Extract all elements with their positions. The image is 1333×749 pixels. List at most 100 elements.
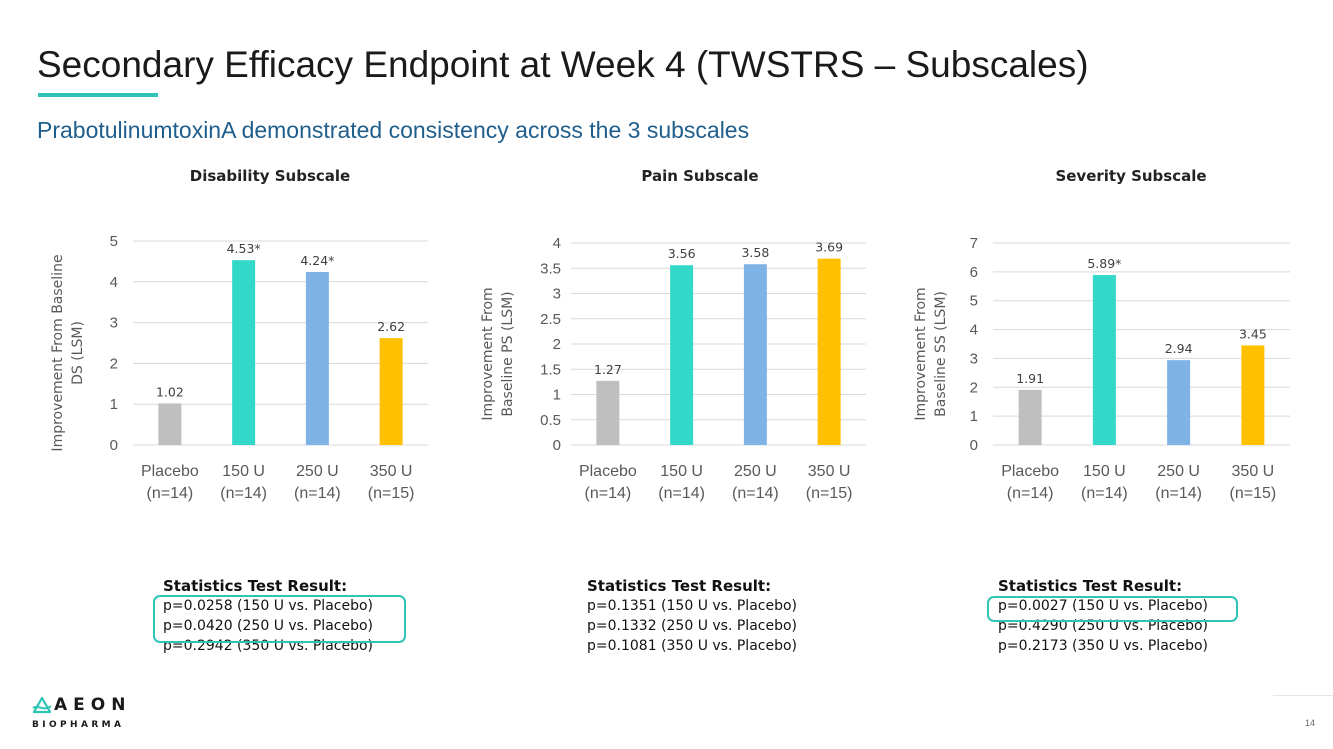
bar bbox=[305, 272, 329, 445]
data-label: 2.62 bbox=[377, 319, 405, 334]
x-tick-label-line: 250 U bbox=[1157, 463, 1200, 480]
x-tick-label-line: (n=15) bbox=[806, 485, 853, 502]
x-tick-label-line: Placebo bbox=[141, 463, 199, 480]
y-tick-label: 2 bbox=[110, 355, 118, 372]
x-tick-label: Placebo (n=14) bbox=[141, 463, 199, 502]
page-title: Secondary Efficacy Endpoint at Week 4 (T… bbox=[37, 44, 1089, 85]
significance-highlight bbox=[987, 596, 1238, 622]
bar bbox=[817, 258, 841, 445]
y-tick-label: 1 bbox=[110, 396, 118, 413]
x-tick-label-line: (n=15) bbox=[1230, 485, 1277, 502]
y-axis-label: Improvement From Baseline SS (LSM) bbox=[913, 287, 949, 420]
stat-line: p=0.0027 (150 U vs. Placebo) bbox=[998, 598, 1208, 614]
x-tick-label-line: 350 U bbox=[370, 463, 413, 480]
x-tick-label-line: (n=14) bbox=[658, 485, 705, 502]
x-tick-label: 250 U (n=14) bbox=[294, 463, 341, 502]
x-tick-label-line: 350 U bbox=[1232, 463, 1275, 480]
x-tick-label-line: (n=14) bbox=[294, 485, 341, 502]
bar bbox=[743, 264, 767, 445]
x-tick-label: 150 U (n=14) bbox=[220, 463, 267, 502]
x-tick-label-line: 150 U bbox=[1083, 463, 1126, 480]
y-axis-label-line: Improvement From bbox=[913, 287, 929, 420]
x-tick-label-line: (n=14) bbox=[585, 485, 632, 502]
y-axis-label-line: Improvement From bbox=[480, 287, 496, 420]
page-subtitle: PrabotulinumtoxinA demonstrated consiste… bbox=[37, 117, 750, 143]
y-tick-label: 7 bbox=[970, 235, 978, 252]
y-tick-label: 0 bbox=[110, 437, 118, 454]
stat-line: p=0.0420 (250 U vs. Placebo) bbox=[163, 618, 373, 634]
data-label: 1.27 bbox=[594, 362, 622, 377]
bar bbox=[1018, 389, 1042, 445]
stats-heading: Statistics Test Result: bbox=[163, 577, 348, 595]
stats-heading: Statistics Test Result: bbox=[998, 577, 1183, 595]
x-tick-label-line: 150 U bbox=[222, 463, 265, 480]
chart-title: Pain Subscale bbox=[641, 167, 758, 185]
bar bbox=[670, 265, 694, 445]
x-tick-label-line: (n=14) bbox=[732, 485, 779, 502]
stats-severity: Statistics Test Result: p=0.0027 (150 U … bbox=[998, 576, 1298, 656]
y-tick-label: 1 bbox=[553, 387, 561, 404]
stats-pain: Statistics Test Result: p=0.1351 (150 U … bbox=[587, 576, 887, 656]
x-tick-label-line: Placebo bbox=[579, 463, 637, 480]
x-tick-label-line: 250 U bbox=[296, 463, 339, 480]
y-tick-label: 3 bbox=[553, 286, 561, 303]
x-tick-label: 250 U (n=14) bbox=[732, 463, 779, 502]
data-label: 3.69 bbox=[815, 240, 843, 255]
x-tick-label: 350 U (n=15) bbox=[368, 463, 415, 502]
x-tick-label: 150 U (n=14) bbox=[658, 463, 705, 502]
y-tick-label: 0.5 bbox=[540, 412, 561, 429]
y-tick-label: 2 bbox=[553, 336, 561, 353]
aeon-triangle-icon bbox=[32, 696, 52, 714]
x-tick-label: Placebo (n=14) bbox=[1001, 463, 1059, 502]
y-tick-label: 2 bbox=[970, 379, 978, 396]
y-tick-label: 3.5 bbox=[540, 260, 561, 277]
stat-line: p=0.2173 (350 U vs. Placebo) bbox=[998, 638, 1208, 654]
y-tick-label: 4 bbox=[553, 235, 561, 252]
x-tick-label-line: 250 U bbox=[734, 463, 777, 480]
bar bbox=[596, 380, 620, 445]
stats-heading: Statistics Test Result: bbox=[587, 577, 772, 595]
data-label: 2.94 bbox=[1165, 341, 1193, 356]
data-label: 1.91 bbox=[1016, 371, 1044, 386]
x-tick-label: Placebo (n=14) bbox=[579, 463, 637, 502]
chart-title: Disability Subscale bbox=[190, 167, 350, 185]
y-axis-label-line: Baseline SS (LSM) bbox=[933, 291, 949, 417]
y-axis-label-line: Improvement From Baseline bbox=[50, 254, 66, 451]
significance-highlight bbox=[153, 595, 406, 643]
y-axis-label-line: DS (LSM) bbox=[70, 321, 86, 385]
bar bbox=[1092, 275, 1116, 445]
y-tick-label: 4 bbox=[970, 322, 978, 339]
data-label: 3.45 bbox=[1239, 326, 1267, 341]
x-tick-label-line: (n=14) bbox=[1155, 485, 1202, 502]
bar bbox=[1167, 360, 1191, 445]
y-tick-label: 3 bbox=[110, 315, 118, 332]
y-tick-label: 6 bbox=[970, 264, 978, 281]
data-label: 4.24* bbox=[300, 253, 334, 268]
y-tick-label: 4 bbox=[110, 274, 118, 291]
y-tick-label: 3 bbox=[970, 350, 978, 367]
corner-divider bbox=[1273, 695, 1333, 696]
bar bbox=[232, 260, 256, 445]
stat-line: p=0.0258 (150 U vs. Placebo) bbox=[163, 598, 373, 614]
data-label: 3.56 bbox=[668, 246, 696, 261]
stat-line: p=0.1351 (150 U vs. Placebo) bbox=[587, 598, 797, 614]
title-underline bbox=[38, 93, 158, 97]
y-axis-label: Improvement From Baseline PS (LSM) bbox=[480, 287, 516, 420]
logo-word: AEON bbox=[54, 695, 132, 715]
x-tick-label: 350 U (n=15) bbox=[1230, 463, 1277, 502]
page-number: 14 bbox=[1305, 718, 1316, 728]
x-tick-label-line: 350 U bbox=[808, 463, 851, 480]
stat-line: p=0.1332 (250 U vs. Placebo) bbox=[587, 618, 797, 634]
x-tick-label-line: (n=14) bbox=[147, 485, 194, 502]
y-tick-label: 1.5 bbox=[540, 361, 561, 378]
x-tick-label-line: (n=14) bbox=[220, 485, 267, 502]
x-tick-label-line: (n=14) bbox=[1007, 485, 1054, 502]
x-tick-label-line: (n=15) bbox=[368, 485, 415, 502]
x-tick-label: 250 U (n=14) bbox=[1155, 463, 1202, 502]
bar bbox=[158, 403, 182, 445]
chart-title: Severity Subscale bbox=[1055, 167, 1206, 185]
x-tick-label-line: Placebo bbox=[1001, 463, 1059, 480]
y-axis-label: Improvement From Baseline DS (LSM) bbox=[50, 254, 86, 451]
y-tick-label: 5 bbox=[970, 293, 978, 310]
stat-line: p=0.1081 (350 U vs. Placebo) bbox=[587, 638, 797, 654]
